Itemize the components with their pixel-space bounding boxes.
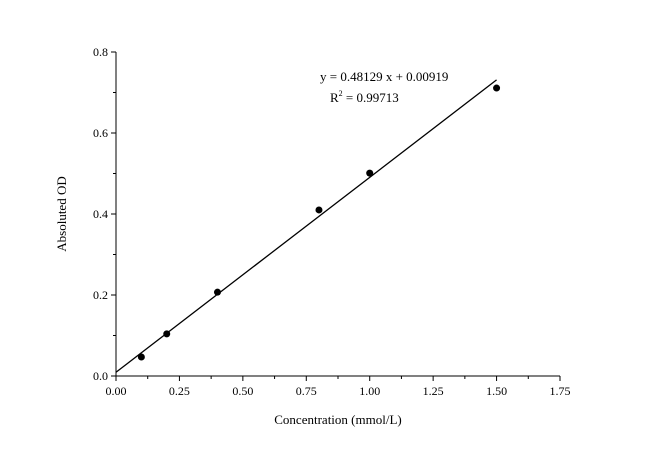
x-tick-label: 0.25 bbox=[169, 384, 190, 398]
data-point bbox=[213, 288, 221, 296]
fit-line bbox=[115, 79, 497, 373]
x-tick-label: 1.75 bbox=[550, 384, 571, 398]
y-tick-label: 0.0 bbox=[93, 369, 108, 383]
r-squared-label: R2 = 0.99713 bbox=[330, 89, 399, 105]
data-point bbox=[137, 353, 145, 361]
x-axis-label: Concentration (mmol/L) bbox=[274, 412, 401, 427]
x-tick-label: 1.00 bbox=[359, 384, 380, 398]
marks bbox=[115, 79, 501, 373]
y-tick-label: 0.2 bbox=[93, 288, 108, 302]
data-point bbox=[163, 330, 171, 338]
x-tick-label: 1.25 bbox=[423, 384, 444, 398]
axes: 0.00 0.25 0.50 0.75 1.00 1.25 1.50 1.75 0.0 0.2 0.… bbox=[93, 45, 571, 398]
x-tick-label: 0.75 bbox=[296, 384, 317, 398]
x-tick-label: 0.00 bbox=[106, 384, 127, 398]
equation-label: y = 0.48129 x + 0.00919 bbox=[320, 69, 448, 84]
data-point bbox=[315, 206, 323, 214]
data-point bbox=[493, 84, 501, 92]
x-tick-label: 1.50 bbox=[486, 384, 507, 398]
data-point bbox=[366, 169, 374, 177]
x-tick-label: 0.50 bbox=[232, 384, 253, 398]
y-axis-label: Absoluted OD bbox=[54, 176, 69, 251]
y-tick-label: 0.4 bbox=[93, 207, 108, 221]
y-tick-label: 0.8 bbox=[93, 45, 108, 59]
y-tick-label: 0.6 bbox=[93, 126, 108, 140]
